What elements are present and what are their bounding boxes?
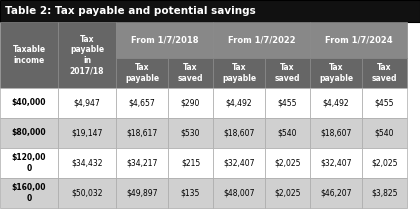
Text: $46,207: $46,207 — [320, 188, 352, 197]
Text: $215: $215 — [181, 158, 200, 168]
Bar — [265, 88, 310, 118]
Text: $80,000: $80,000 — [12, 128, 46, 138]
Text: $4,492: $4,492 — [323, 99, 349, 107]
Text: $18,607: $18,607 — [223, 128, 255, 138]
Bar — [0, 178, 58, 208]
Bar — [168, 178, 213, 208]
Text: $49,897: $49,897 — [126, 188, 158, 197]
Bar — [310, 22, 407, 58]
Bar — [362, 58, 407, 88]
Bar — [213, 148, 265, 178]
Bar — [0, 118, 58, 148]
Text: Taxable
income: Taxable income — [13, 45, 45, 65]
Bar — [362, 118, 407, 148]
Text: $4,492: $4,492 — [226, 99, 252, 107]
Text: $48,007: $48,007 — [223, 188, 255, 197]
Bar — [58, 178, 116, 208]
Bar — [58, 148, 116, 178]
Text: Tax
saved: Tax saved — [178, 63, 203, 83]
Bar — [310, 88, 362, 118]
Bar — [58, 22, 116, 88]
Bar — [168, 118, 213, 148]
Bar — [362, 178, 407, 208]
Bar — [362, 148, 407, 178]
Text: From 1/7/2024: From 1/7/2024 — [325, 35, 392, 45]
Bar — [213, 88, 265, 118]
Text: $19,147: $19,147 — [71, 128, 102, 138]
Text: $2,025: $2,025 — [371, 158, 398, 168]
Bar — [0, 148, 58, 178]
Bar — [116, 58, 168, 88]
Text: $530: $530 — [181, 128, 200, 138]
Bar — [213, 58, 265, 88]
Text: $540: $540 — [375, 128, 394, 138]
Text: $4,947: $4,947 — [74, 99, 100, 107]
Bar — [265, 118, 310, 148]
Bar — [168, 88, 213, 118]
Bar — [310, 58, 362, 88]
Bar — [310, 148, 362, 178]
Text: From 1/7/2022: From 1/7/2022 — [228, 35, 295, 45]
Bar — [0, 88, 58, 118]
Text: Tax
payable
in
2017/18: Tax payable in 2017/18 — [70, 35, 104, 75]
Text: $50,032: $50,032 — [71, 188, 103, 197]
Bar — [168, 58, 213, 88]
Text: $540: $540 — [278, 128, 297, 138]
Text: $18,617: $18,617 — [126, 128, 158, 138]
Bar — [310, 178, 362, 208]
Bar — [362, 88, 407, 118]
Text: $32,407: $32,407 — [223, 158, 255, 168]
Text: $120,00
0: $120,00 0 — [12, 153, 46, 173]
Bar — [0, 0, 420, 22]
Text: $40,000: $40,000 — [12, 99, 46, 107]
Text: Tax
payable: Tax payable — [125, 63, 159, 83]
Text: Tax
payable: Tax payable — [319, 63, 353, 83]
Text: Table 2: Tax payable and potential savings: Table 2: Tax payable and potential savin… — [5, 6, 256, 16]
Text: Tax
payable: Tax payable — [222, 63, 256, 83]
Text: $34,217: $34,217 — [126, 158, 158, 168]
Text: $18,607: $18,607 — [320, 128, 352, 138]
Text: $4,657: $4,657 — [129, 99, 155, 107]
Bar — [310, 118, 362, 148]
Bar — [213, 178, 265, 208]
Text: $290: $290 — [181, 99, 200, 107]
Bar — [265, 148, 310, 178]
Text: $2,025: $2,025 — [274, 188, 301, 197]
Text: $34,432: $34,432 — [71, 158, 103, 168]
Bar — [116, 118, 168, 148]
Text: From 1/7/2018: From 1/7/2018 — [131, 35, 198, 45]
Bar — [116, 178, 168, 208]
Bar — [213, 118, 265, 148]
Text: Tax
saved: Tax saved — [372, 63, 397, 83]
Text: $455: $455 — [278, 99, 297, 107]
Text: $3,825: $3,825 — [371, 188, 398, 197]
Text: $2,025: $2,025 — [274, 158, 301, 168]
Bar — [265, 58, 310, 88]
Bar — [0, 22, 58, 88]
Text: $455: $455 — [375, 99, 394, 107]
Text: $32,407: $32,407 — [320, 158, 352, 168]
Text: Tax
saved: Tax saved — [275, 63, 300, 83]
Bar — [116, 22, 213, 58]
Text: $160,00
0: $160,00 0 — [12, 183, 46, 203]
Bar — [213, 22, 310, 58]
Bar — [58, 88, 116, 118]
Bar — [265, 178, 310, 208]
Bar — [168, 148, 213, 178]
Bar — [116, 88, 168, 118]
Text: $135: $135 — [181, 188, 200, 197]
Bar — [58, 118, 116, 148]
Bar — [116, 148, 168, 178]
